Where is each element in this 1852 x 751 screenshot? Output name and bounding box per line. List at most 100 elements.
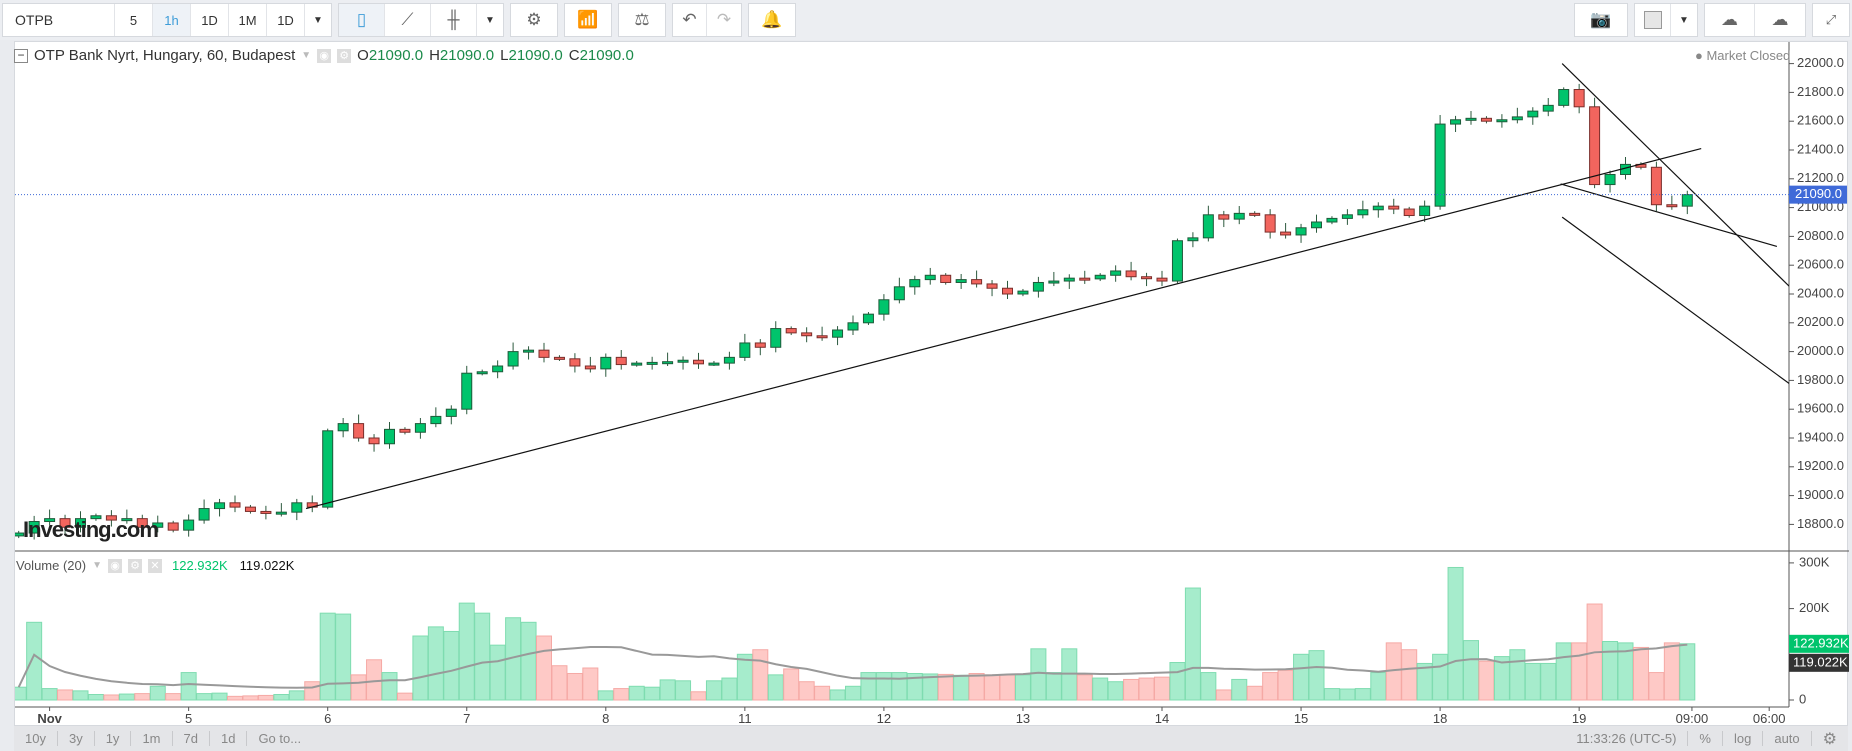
candle [1403, 208, 1415, 217]
volume-bar [1308, 650, 1325, 701]
area-chart-icon[interactable]: ⟋ [385, 4, 431, 36]
volume-bar [536, 635, 552, 701]
volume-bar [15, 686, 27, 701]
volume-bar [1246, 685, 1263, 701]
volume-bar [1323, 688, 1340, 701]
time-tick-label: 13 [1016, 711, 1030, 726]
volume-bar [165, 693, 182, 701]
redo-icon[interactable]: ↷ [716, 10, 732, 29]
candle [183, 519, 195, 531]
candlestick-icon[interactable]: ▯ [339, 4, 385, 36]
volume-bar [845, 685, 861, 701]
candle [445, 408, 457, 417]
interval-1m[interactable]: 1M [229, 4, 267, 36]
candle [785, 328, 797, 334]
color-dropdown-icon[interactable]: ▼ [1679, 14, 1689, 26]
color-swatch-icon[interactable] [1635, 4, 1671, 36]
range-1m[interactable]: 1m [131, 731, 173, 746]
interval-5[interactable]: 5 [115, 4, 153, 36]
bottom-bar: 10y 3y 1y 1m 7d 1d Go to... 11:33:26 (UT… [14, 726, 1848, 751]
candle [1511, 116, 1523, 121]
volume-dropdown-icon[interactable]: ▼ [92, 560, 102, 571]
candle [260, 510, 272, 514]
gear-icon[interactable]: ⚙ [1822, 730, 1837, 748]
candle [1295, 227, 1307, 236]
chart-container[interactable]: 18800.0 19000.0 19200.0 19400.0 19600.0 19800… [14, 41, 1849, 727]
chart-type-group: ▯ ⟋ ╫ ▼ [338, 3, 504, 37]
volume-bar [396, 692, 413, 701]
collapse-icon[interactable]: − [14, 48, 28, 63]
trend-line [1560, 183, 1778, 248]
candle [507, 351, 519, 367]
candle [893, 286, 905, 301]
title-dropdown-icon[interactable]: ▼ [301, 50, 312, 61]
range-3y[interactable]: 3y [58, 731, 95, 746]
range-1d[interactable]: 1d [210, 731, 248, 746]
candle [1079, 277, 1091, 281]
camera-icon[interactable]: 📷 [1590, 10, 1612, 29]
interval-1d-custom[interactable]: 1D [267, 4, 305, 36]
candle [121, 518, 133, 522]
ohlc-high: H21090.0 [429, 47, 495, 64]
candle [1063, 277, 1075, 282]
auto-toggle[interactable]: auto [1763, 731, 1812, 746]
interval-1h[interactable]: 1h [153, 4, 191, 36]
cloud-download-icon[interactable]: ☁ [1705, 4, 1755, 36]
volume-bar [72, 690, 89, 701]
volume-bar [180, 672, 197, 701]
gear-icon[interactable]: ⚙ [526, 10, 542, 29]
range-10y[interactable]: 10y [14, 731, 58, 746]
undo-icon[interactable]: ↶ [673, 4, 707, 36]
volume-ma-line [17, 643, 1688, 689]
volume-bar [350, 674, 367, 701]
symbol-input[interactable]: OTPB [3, 4, 115, 36]
candle [971, 279, 983, 285]
chart-canvas[interactable]: 18800.019000.019200.019400.019600.019800… [15, 42, 1849, 727]
trend-line [305, 147, 1702, 510]
volume-bar [1524, 662, 1541, 701]
volume-close-icon[interactable]: ✕ [148, 558, 162, 573]
add-alert-icon[interactable]: 🔔 [761, 10, 783, 29]
candle [1249, 212, 1261, 216]
bar-chart-icon[interactable]: ╫ [431, 4, 477, 36]
candle [1341, 214, 1353, 219]
candle [275, 511, 287, 515]
series-settings-icon[interactable]: ⚙ [337, 48, 352, 63]
candle [1326, 217, 1338, 223]
chart-type-dropdown-icon[interactable]: ▼ [485, 14, 495, 26]
volume-bar [1632, 646, 1649, 701]
time-tick-label: 12 [877, 711, 891, 726]
candle [1604, 173, 1616, 186]
volume-bar [118, 693, 135, 701]
settings-group: ⚙ [510, 3, 558, 37]
volume-bar [134, 693, 151, 701]
volume-bar [937, 673, 954, 701]
candle [1141, 276, 1153, 280]
volume-settings-icon[interactable]: ⚙ [128, 558, 142, 573]
indicators-icon[interactable]: 📶 [577, 10, 599, 29]
candle [1202, 214, 1214, 239]
volume-visibility-icon[interactable]: ◉ [108, 558, 122, 573]
goto-button[interactable]: Go to... [258, 731, 302, 746]
candle [1589, 106, 1601, 186]
fullscreen-icon[interactable]: ⤢ [1825, 12, 1837, 27]
volume-bar [103, 694, 120, 701]
interval-1d[interactable]: 1D [191, 4, 229, 36]
compare-scale-icon[interactable]: ⚖ [634, 10, 650, 29]
candle [1218, 214, 1230, 220]
volume-bar [520, 621, 537, 701]
volume-bar [41, 688, 58, 701]
last-price-label: 21090.0 [1795, 186, 1842, 201]
interval-dropdown-icon[interactable]: ▼ [313, 14, 323, 26]
visibility-icon[interactable]: ◉ [317, 48, 332, 63]
candle [1666, 204, 1678, 208]
volume-badge-label: 122.932K [1793, 635, 1849, 650]
ohlc-low: L21090.0 [500, 47, 563, 64]
cloud-upload-icon[interactable]: ☁ [1771, 10, 1789, 29]
range-1y[interactable]: 1y [95, 731, 132, 746]
percent-toggle[interactable]: % [1688, 731, 1723, 746]
candle [1558, 89, 1570, 106]
candle [693, 359, 704, 365]
range-7d[interactable]: 7d [173, 731, 210, 746]
log-toggle[interactable]: log [1723, 731, 1764, 746]
